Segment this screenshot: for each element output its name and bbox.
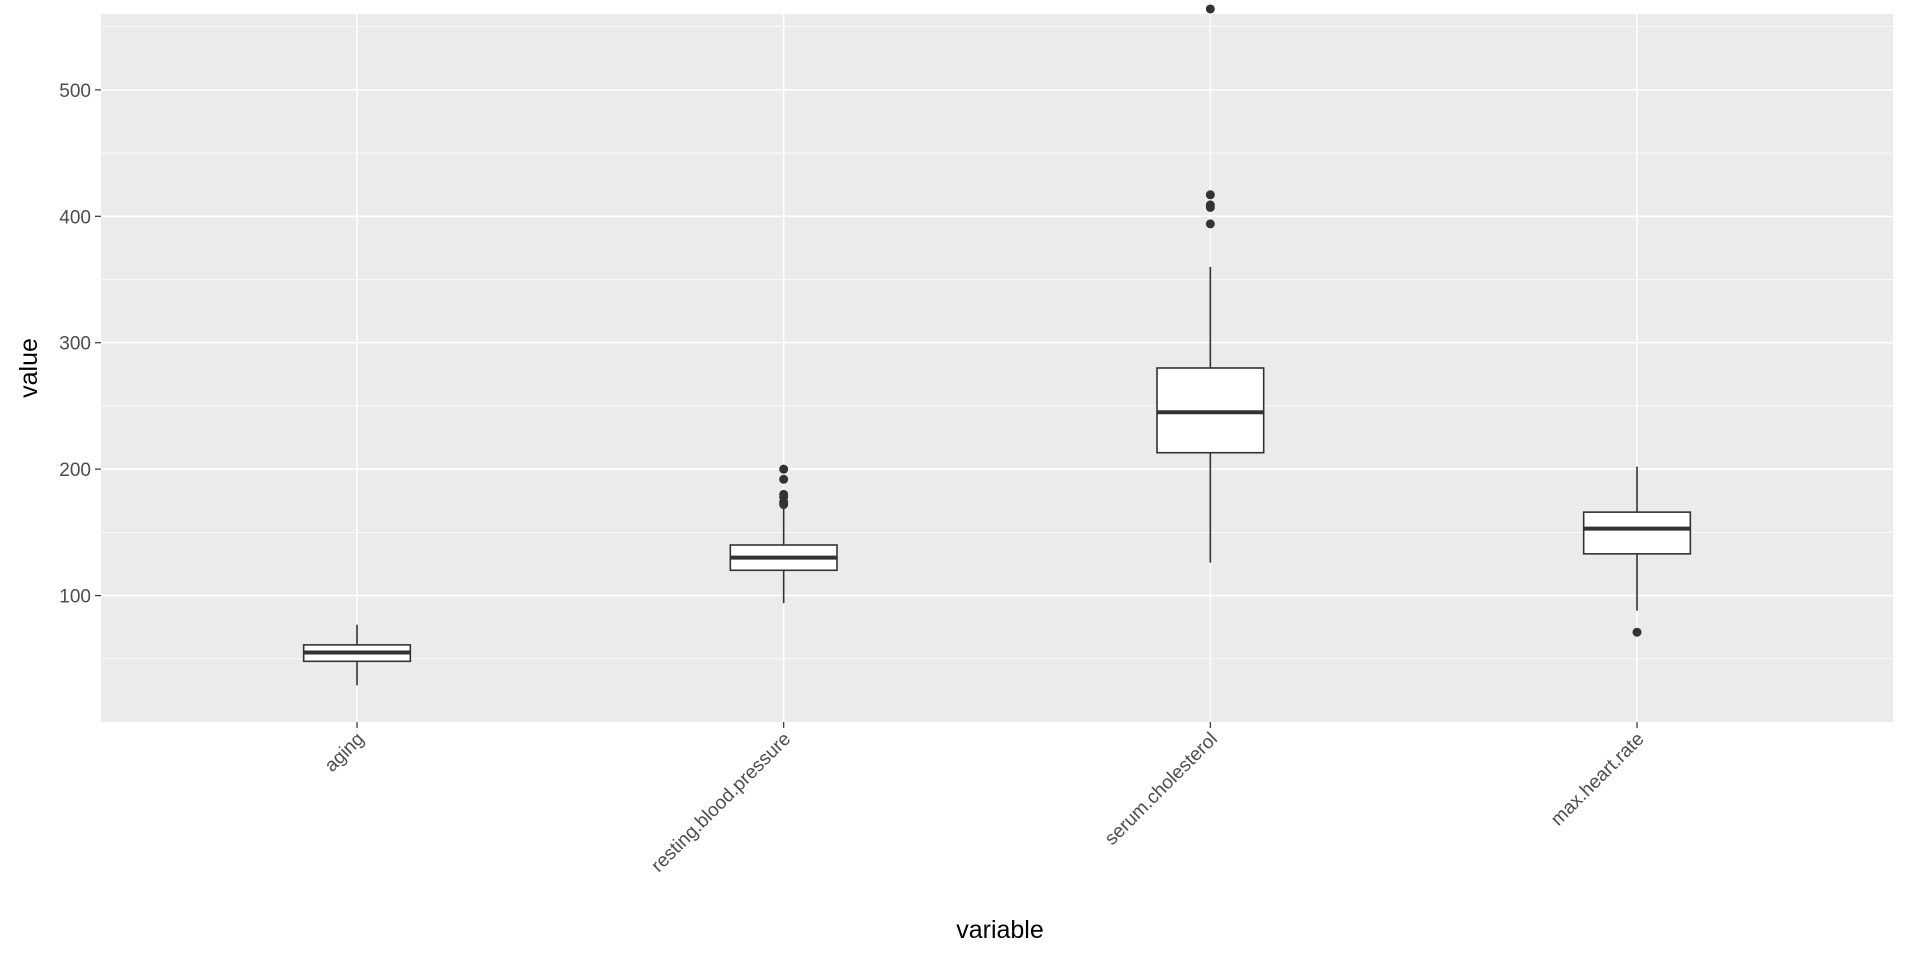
boxplots bbox=[302, 4, 1692, 686]
x-tick-label: resting.blood.pressure bbox=[647, 729, 795, 877]
boxplot-aging bbox=[302, 624, 412, 686]
y-axis: 100 200 300 400 500 bbox=[59, 81, 101, 608]
outlier-point bbox=[779, 464, 789, 474]
iqr-box bbox=[1582, 511, 1692, 555]
x-axis-title: variable bbox=[956, 916, 1044, 944]
y-axis-title: value bbox=[15, 338, 43, 398]
boxplot-max-heart-rate bbox=[1582, 466, 1692, 637]
y-tick-label: 400 bbox=[59, 207, 91, 228]
y-tick-label: 300 bbox=[59, 334, 91, 355]
outlier-point bbox=[1205, 4, 1215, 14]
outlier-point bbox=[779, 474, 789, 484]
x-tick-label: serum.cholesterol bbox=[1101, 729, 1222, 850]
y-tick-label: 500 bbox=[59, 81, 91, 102]
outlier-point bbox=[1205, 219, 1215, 229]
x-tick-label: max.heart.rate bbox=[1547, 729, 1648, 830]
plot-panel bbox=[101, 14, 1893, 722]
x-axis: aging resting.blood.pressure serum.cholest… bbox=[321, 722, 1649, 876]
minor-gridlines bbox=[101, 26, 1893, 660]
boxplot-serum-cholesterol bbox=[1156, 4, 1265, 563]
outlier-point bbox=[779, 489, 789, 499]
outlier-point bbox=[1205, 200, 1215, 210]
y-tick-label: 100 bbox=[59, 587, 91, 608]
outlier-point bbox=[1632, 627, 1642, 637]
outlier-point bbox=[1205, 190, 1215, 200]
boxplot-resting-blood-pressure bbox=[729, 464, 838, 604]
x-tick-label: aging bbox=[321, 729, 369, 777]
y-tick-label: 200 bbox=[59, 460, 91, 481]
